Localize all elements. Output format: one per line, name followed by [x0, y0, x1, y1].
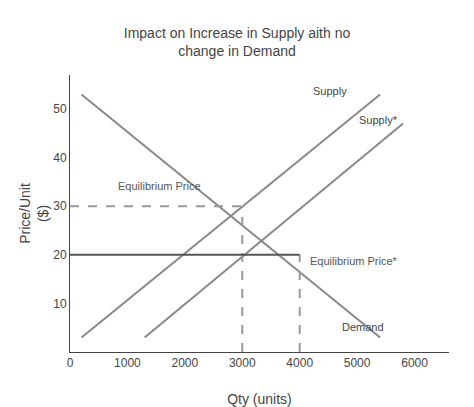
svg-text:Price/Unit($): Price/Unit($) — [17, 183, 51, 244]
svg-text:Supply*: Supply* — [359, 114, 398, 126]
svg-text:0: 0 — [67, 356, 74, 370]
svg-text:20: 20 — [53, 248, 67, 262]
svg-text:10: 10 — [53, 297, 67, 311]
svg-text:Qty (units): Qty (units) — [227, 391, 292, 407]
svg-text:Supply: Supply — [313, 85, 347, 97]
svg-text:2000: 2000 — [171, 356, 198, 370]
svg-text:Equilibrium Price*: Equilibrium Price* — [310, 255, 398, 267]
svg-text:Demand: Demand — [342, 321, 384, 333]
svg-text:50: 50 — [53, 102, 67, 116]
svg-text:40: 40 — [53, 151, 67, 165]
svg-text:6000: 6000 — [401, 356, 428, 370]
svg-text:30: 30 — [53, 199, 67, 213]
svg-text:4000: 4000 — [286, 356, 313, 370]
svg-text:1000: 1000 — [114, 356, 141, 370]
svg-text:5000: 5000 — [344, 356, 371, 370]
svg-text:Impact on Increase in Supply a: Impact on Increase in Supply aith nochan… — [124, 25, 351, 59]
svg-text:Equilibrium Price: Equilibrium Price — [118, 180, 201, 192]
svg-text:3000: 3000 — [229, 356, 256, 370]
